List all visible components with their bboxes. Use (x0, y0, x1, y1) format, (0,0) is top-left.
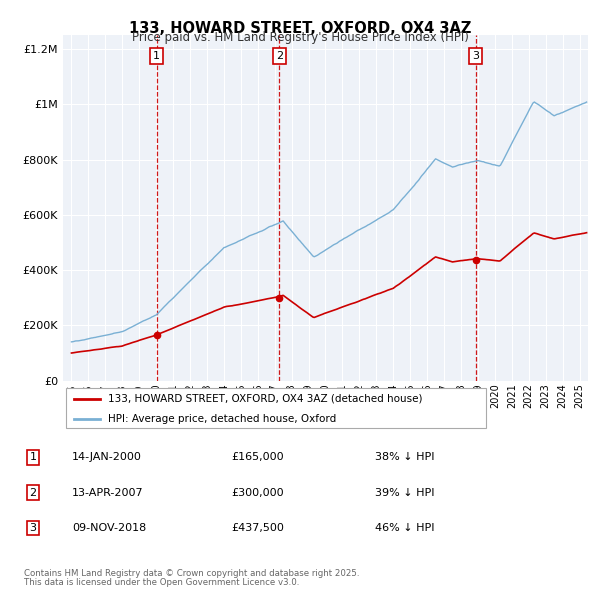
Text: 2: 2 (276, 51, 283, 61)
Text: 38% ↓ HPI: 38% ↓ HPI (375, 453, 434, 462)
Text: £437,500: £437,500 (231, 523, 284, 533)
Text: Contains HM Land Registry data © Crown copyright and database right 2025.: Contains HM Land Registry data © Crown c… (24, 569, 359, 578)
Text: 09-NOV-2018: 09-NOV-2018 (72, 523, 146, 533)
Text: 13-APR-2007: 13-APR-2007 (72, 488, 143, 497)
Text: 3: 3 (29, 523, 37, 533)
Text: 1: 1 (154, 51, 160, 61)
Text: 46% ↓ HPI: 46% ↓ HPI (375, 523, 434, 533)
Text: 1: 1 (29, 453, 37, 462)
Text: 133, HOWARD STREET, OXFORD, OX4 3AZ (detached house): 133, HOWARD STREET, OXFORD, OX4 3AZ (det… (108, 394, 422, 404)
Text: 14-JAN-2000: 14-JAN-2000 (72, 453, 142, 462)
Text: £300,000: £300,000 (231, 488, 284, 497)
Text: This data is licensed under the Open Government Licence v3.0.: This data is licensed under the Open Gov… (24, 578, 299, 587)
Text: 133, HOWARD STREET, OXFORD, OX4 3AZ: 133, HOWARD STREET, OXFORD, OX4 3AZ (129, 21, 471, 35)
Text: £165,000: £165,000 (231, 453, 284, 462)
Text: 3: 3 (472, 51, 479, 61)
Text: Price paid vs. HM Land Registry's House Price Index (HPI): Price paid vs. HM Land Registry's House … (131, 31, 469, 44)
FancyBboxPatch shape (66, 388, 486, 428)
Text: 2: 2 (29, 488, 37, 497)
Text: HPI: Average price, detached house, Oxford: HPI: Average price, detached house, Oxfo… (108, 414, 336, 424)
Text: 39% ↓ HPI: 39% ↓ HPI (375, 488, 434, 497)
